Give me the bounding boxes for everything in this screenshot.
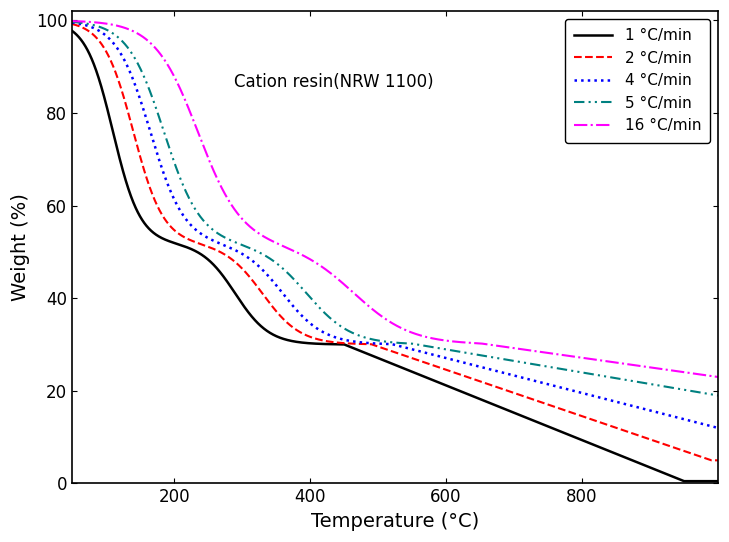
Line: 1 °C/min: 1 °C/min [72, 31, 718, 481]
2 °C/min [343, 340, 352, 347]
1 °C/min [68, 28, 77, 34]
Legend: 1 °C/min, 2 °C/min, 4 °C/min, 5 °C/min, 16 °C/min: 1 °C/min, 2 °C/min, 4 °C/min, 5 °C/min, … [565, 19, 710, 143]
4 °C/min [316, 327, 324, 333]
Line: 4 °C/min: 4 °C/min [72, 23, 718, 428]
2 °C/min [141, 172, 150, 179]
1 °C/min [141, 222, 150, 228]
4 °C/min [343, 337, 352, 344]
5 °C/min [316, 305, 324, 311]
4 °C/min [714, 424, 722, 431]
16 °C/min [631, 362, 640, 369]
5 °C/min [68, 18, 77, 25]
5 °C/min [343, 327, 352, 334]
16 °C/min [343, 285, 352, 291]
Line: 16 °C/min: 16 °C/min [72, 21, 718, 377]
16 °C/min [714, 373, 722, 380]
Line: 5 °C/min: 5 °C/min [72, 22, 718, 396]
1 °C/min [343, 343, 352, 349]
2 °C/min [701, 455, 709, 462]
5 °C/min [714, 392, 722, 399]
1 °C/min [679, 478, 688, 485]
16 °C/min [68, 18, 77, 24]
5 °C/min [180, 184, 189, 191]
4 °C/min [141, 114, 150, 120]
4 °C/min [68, 20, 77, 26]
5 °C/min [701, 390, 709, 397]
4 °C/min [631, 403, 640, 410]
1 °C/min [631, 459, 640, 465]
2 °C/min [316, 337, 324, 343]
5 °C/min [141, 78, 150, 84]
1 °C/min [701, 478, 710, 485]
2 °C/min [707, 457, 716, 463]
2 °C/min [714, 457, 722, 463]
16 °C/min [701, 372, 709, 378]
16 °C/min [316, 262, 324, 268]
Y-axis label: Weight (%): Weight (%) [11, 193, 30, 301]
16 °C/min [141, 36, 150, 42]
4 °C/min [701, 421, 709, 428]
2 °C/min [68, 21, 77, 27]
2 °C/min [180, 234, 189, 240]
5 °C/min [631, 378, 640, 385]
1 °C/min [180, 243, 189, 249]
4 °C/min [180, 214, 189, 220]
16 °C/min [180, 94, 189, 101]
Text: Cation resin(NRW 1100): Cation resin(NRW 1100) [233, 73, 433, 91]
1 °C/min [714, 478, 722, 485]
X-axis label: Temperature (°C): Temperature (°C) [311, 512, 479, 531]
1 °C/min [316, 340, 324, 347]
Line: 2 °C/min: 2 °C/min [72, 24, 718, 460]
2 °C/min [631, 431, 640, 438]
